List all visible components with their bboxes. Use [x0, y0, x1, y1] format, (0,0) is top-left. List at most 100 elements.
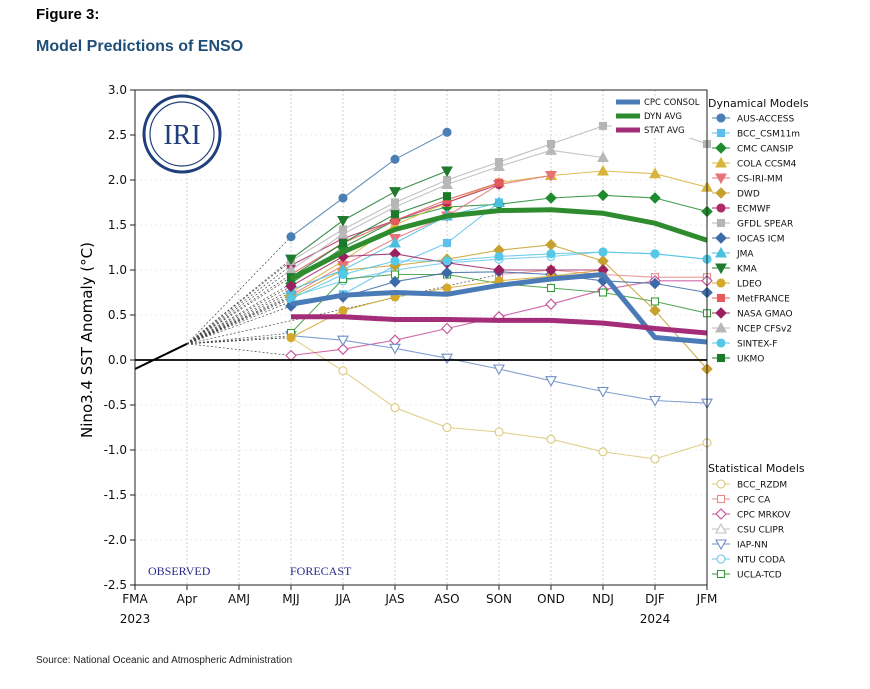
y-tick-label: -0.5: [104, 398, 127, 412]
dynamical-legend-label: DWD: [737, 190, 760, 200]
dynamical-legend-marker: [716, 278, 726, 288]
statistical-model-point: [441, 353, 453, 365]
forecast-label: FORECAST: [290, 564, 352, 578]
dynamical-model-point: [338, 269, 348, 280]
averages-legend: CPC CONSOL DYN AVG STAT AVG: [612, 96, 704, 138]
plot-area: [135, 90, 707, 585]
projection-line: [186, 301, 292, 345]
dynamical-legend-label: KMA: [737, 265, 758, 275]
dynamical-model-series: [286, 127, 452, 242]
dynamical-model-point: [389, 236, 401, 248]
year-label: 2024: [640, 612, 671, 626]
statistical-legend-label: BCC_RZDM: [737, 481, 787, 491]
statistical-model-point: [650, 297, 660, 306]
y-tick-label: -1.5: [104, 488, 127, 502]
dynamical-model-point: [286, 232, 296, 242]
dynamical-legend-marker: [715, 232, 727, 244]
statistical-model-point: [389, 343, 401, 355]
projection-line: [186, 294, 292, 345]
dynamical-model-point: [597, 151, 609, 163]
dynamical-model-point: [493, 196, 505, 208]
dynamical-model-point: [545, 192, 557, 204]
statistical-model-point: [441, 322, 453, 335]
dynamical-legend-label: SINTEX-F: [737, 340, 777, 350]
x-tick-label: JJA: [334, 592, 351, 606]
dynamical-legend-label: COLA CCSM4: [737, 160, 797, 170]
dynamical-legend-marker: [715, 187, 727, 199]
dynamical-legend-marker: [716, 338, 726, 348]
dynamical-model-point: [649, 277, 661, 290]
x-tick-label: DJF: [645, 592, 665, 606]
dynamical-model-point: [389, 275, 401, 288]
dynamical-model-point: [494, 178, 504, 187]
projection-line: [186, 343, 292, 356]
dynamical-model-point: [546, 249, 556, 259]
y-tick-label: 0.5: [108, 308, 127, 322]
statistical-legend-label: NTU CODA: [737, 556, 786, 566]
dynamical-legend-marker: [716, 293, 726, 303]
dynamical-model-point: [650, 249, 660, 259]
dynamical-model-point: [285, 254, 297, 266]
statistical-model-point: [598, 447, 608, 457]
x-tick-label: MJJ: [282, 592, 299, 606]
y-axis-title: Nino3.4 SST Anomaly (°C): [78, 242, 96, 438]
statistical-model-point: [493, 364, 505, 376]
dynamical-model-point: [493, 264, 505, 276]
dynamical-model-point: [597, 189, 609, 202]
average-line: [291, 314, 708, 336]
average-line: [289, 207, 708, 282]
dynamical-legend-marker: [715, 321, 727, 333]
statistical-model-point: [442, 422, 452, 433]
statistical-legend-marker: [716, 479, 726, 489]
statistical-model-point: [390, 403, 400, 413]
figure-label: Figure 3:: [36, 6, 100, 23]
statistical-model-point: [649, 395, 661, 407]
projection-line: [186, 269, 292, 345]
x-tick-label: ASO: [434, 592, 459, 606]
dynamical-legend-label: NCEP CFSv2: [737, 325, 792, 335]
dynamical-model-point: [286, 332, 296, 343]
average-legend-label: CPC CONSOL: [644, 98, 700, 108]
statistical-model-series: [285, 275, 713, 362]
dynamical-legend-label: NASA GMAO: [737, 310, 793, 320]
models-legend: Dynamical Models Statistical Models AUS-…: [708, 97, 809, 581]
model-series: [186, 121, 713, 464]
dynamical-model-point: [390, 210, 400, 219]
dynamical-legend-label: BCC_CSM11m: [737, 130, 800, 140]
projection-line: [186, 283, 292, 345]
statistical-legend-marker: [715, 522, 727, 534]
projection-line: [186, 236, 292, 345]
dynamical-model-point: [389, 187, 401, 198]
dynamical-model-point: [390, 256, 400, 266]
statistical-model-point: [545, 376, 557, 387]
dynamical-legend-label: CS-IRI-MM: [737, 175, 783, 185]
grid: [134, 89, 708, 586]
dynamical-legend-title: Dynamical Models: [708, 97, 809, 110]
projection-line: [186, 265, 292, 345]
dynamical-legend-marker: [715, 307, 727, 319]
average-lines: [289, 207, 708, 345]
statistical-legend-label: CPC MRKOV: [737, 511, 791, 521]
statistical-model-point: [494, 427, 504, 437]
x-tick-label: Apr: [177, 592, 198, 606]
iri-logo-text: IRI: [163, 120, 200, 151]
average-legend-label: DYN AVG: [644, 112, 682, 122]
dynamical-model-point: [441, 266, 453, 279]
dynamical-legend-marker: [715, 246, 727, 258]
statistical-model-series: [286, 332, 712, 464]
projection-line: [186, 276, 292, 345]
projection-line: [186, 274, 500, 345]
dynamical-model-point: [597, 164, 609, 176]
y-tick-label: 1.0: [108, 263, 127, 277]
statistical-legend-label: CPC CA: [737, 496, 771, 506]
dynamical-legend-label: LDEO: [737, 280, 762, 290]
dynamical-model-series: [285, 166, 453, 266]
y-tick-label: -2.0: [104, 533, 127, 547]
dynamical-legend-label: MetFRANCE: [737, 295, 790, 305]
statistical-legend-label: UCLA-TCD: [737, 571, 782, 581]
dynamical-legend-marker: [715, 263, 727, 275]
dynamical-model-point: [442, 192, 452, 201]
statistical-legend-title: Statistical Models: [708, 462, 805, 475]
x-tick-label: FMA: [122, 592, 148, 606]
source-note: Source: National Oceanic and Atmospheric…: [36, 655, 293, 666]
